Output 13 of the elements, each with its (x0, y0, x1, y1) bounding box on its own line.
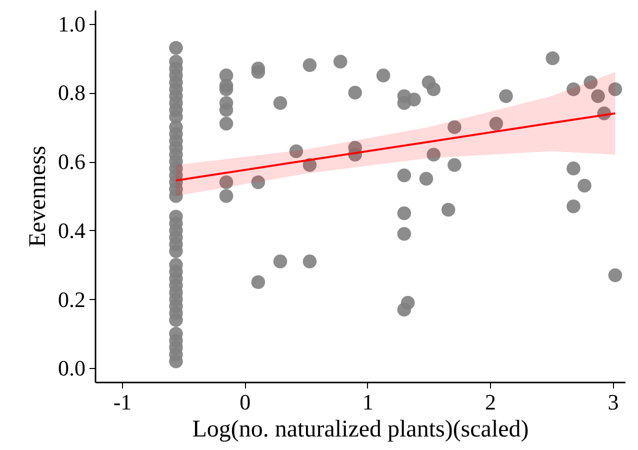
x-tick-label: 0 (240, 390, 251, 414)
x-tick-label: -1 (113, 390, 132, 414)
y-tick-label: 0.4 (58, 218, 86, 243)
y-tick-label: 0.0 (58, 356, 86, 381)
x-tick-label: 2 (485, 390, 496, 414)
x-axis-title: Log(no. naturalized plants)(scaled) (192, 416, 529, 442)
y-axis-title: Eevenness (25, 146, 51, 248)
y-tick-label: 0.6 (58, 149, 86, 174)
x-tick-label: 1 (362, 390, 374, 414)
x-tick-label: 3 (608, 390, 619, 414)
y-tick-label: 0.8 (58, 80, 86, 106)
y-tick-label: 0.2 (58, 286, 86, 312)
y-tick-label: 1.0 (58, 11, 86, 36)
